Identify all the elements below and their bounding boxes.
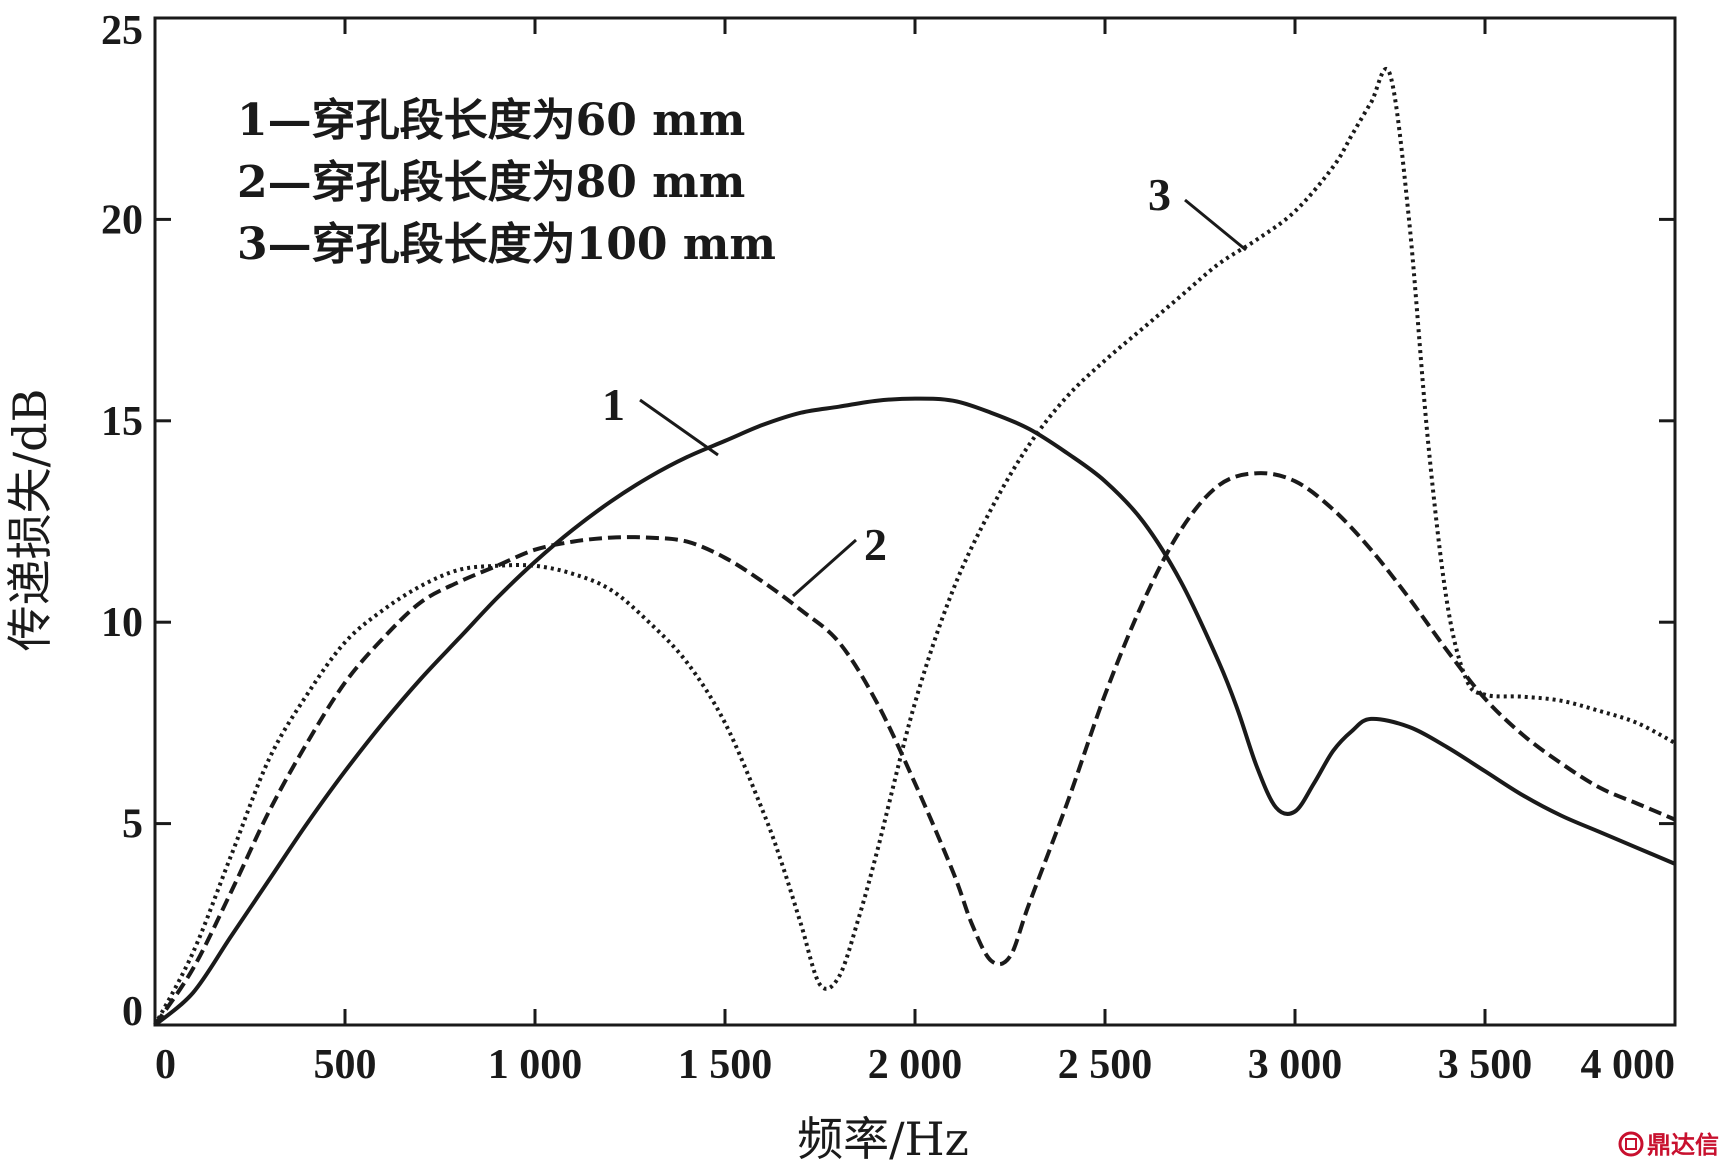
callout-1-leader [639, 398, 719, 457]
legend-entry-3: 3—穿孔段长度为100 mm [237, 219, 776, 270]
series-layer [153, 66, 1676, 1027]
callout-3-leader [1184, 198, 1247, 252]
x-tick-label: 1 500 [678, 1042, 773, 1088]
logo-icon [1618, 1131, 1644, 1157]
y-tick-label: 15 [101, 399, 143, 445]
y-tick-label: 25 [101, 8, 143, 54]
x-tick-label: 0 [155, 1042, 176, 1088]
x-tick-label: 3 000 [1248, 1042, 1343, 1088]
x-tick-label: 500 [314, 1042, 377, 1088]
callouts: 1 2 3 [602, 169, 1247, 598]
x-tick-label: 2 000 [868, 1042, 963, 1088]
legend-entry-1: 1—穿孔段长度为60 mm [237, 95, 745, 146]
y-tick-label: 0 [122, 989, 143, 1035]
legend: 1—穿孔段长度为60 mm 2—穿孔段长度为80 mm 3—穿孔段长度为100 … [237, 95, 776, 270]
axis-tick-labels: 0 500 1 000 1 500 2 000 2 500 3 000 3 500 4 000 0… [101, 8, 1675, 1088]
legend-entry-2: 2—穿孔段长度为80 mm [237, 157, 745, 208]
callout-3-label: 3 [1148, 169, 1171, 220]
y-axis-title: 传递损失/dB [3, 389, 57, 652]
callout-2-label: 2 [864, 519, 887, 570]
watermark-text: 鼎达信 [1647, 1131, 1719, 1159]
axis-ticks [153, 16, 1677, 1027]
x-tick-label: 4 000 [1581, 1042, 1676, 1088]
y-tick-label: 10 [101, 600, 143, 646]
y-tick-label: 5 [122, 802, 143, 848]
x-axis-title: 频率/Hz [797, 1112, 969, 1166]
callout-1-label: 1 [602, 379, 625, 430]
y-tick-label: 20 [101, 197, 143, 243]
series-2-line [153, 471, 1676, 1027]
series-3-line [153, 66, 1676, 1026]
x-tick-label: 1 000 [488, 1042, 583, 1088]
x-tick-label: 3 500 [1438, 1042, 1533, 1088]
series-1-line [153, 396, 1676, 1027]
callout-2-leader [792, 538, 857, 598]
x-tick-label: 2 500 [1058, 1042, 1153, 1088]
watermark: 鼎达信 [1618, 1131, 1719, 1159]
